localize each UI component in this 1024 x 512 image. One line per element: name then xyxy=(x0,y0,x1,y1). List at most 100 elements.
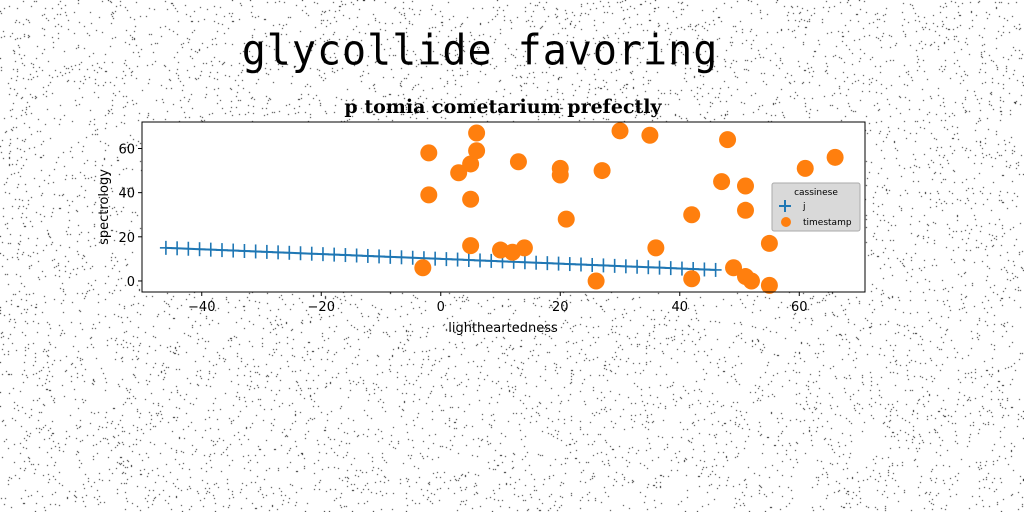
series-timestamp-point xyxy=(719,131,737,149)
figure-suptitle: glycollide favoring xyxy=(241,26,719,76)
series-timestamp-point xyxy=(593,162,611,180)
series-timestamp-point xyxy=(742,272,760,290)
series-timestamp-point xyxy=(420,144,438,162)
series-timestamp-point xyxy=(760,276,778,294)
series-timestamp-point xyxy=(414,259,432,277)
series-j-plus-point xyxy=(552,256,565,271)
x-tick-label: 20 xyxy=(552,300,569,315)
series-j-plus-point xyxy=(238,243,251,258)
series-j-plus-point xyxy=(597,258,610,273)
series-timestamp-point xyxy=(647,239,665,257)
chart-marks xyxy=(159,122,844,294)
series-j-plus-point xyxy=(709,262,722,277)
series-j-plus-point xyxy=(204,242,217,257)
series-j-plus-point xyxy=(316,247,329,262)
series-j-plus-point xyxy=(215,243,228,258)
series-timestamp-point xyxy=(462,190,480,208)
series-j-plus-point xyxy=(328,247,341,262)
series-j-plus-point xyxy=(574,257,587,272)
series-timestamp-point xyxy=(725,259,743,277)
series-timestamp-point xyxy=(462,237,480,255)
chart-axes: −40 −20 0 20 40 60 0 20 40 60 xyxy=(118,142,807,315)
legend-label-j: j xyxy=(802,202,806,212)
series-timestamp-point xyxy=(468,142,486,160)
legend-box xyxy=(771,182,861,232)
series-timestamp-point xyxy=(450,164,468,182)
series-j-plus-point xyxy=(339,248,352,263)
series-timestamp-point xyxy=(683,270,701,288)
series-timestamp-point xyxy=(611,122,629,140)
series-timestamp-point xyxy=(551,166,569,184)
series-timestamp-point xyxy=(760,234,778,252)
series-j-plus-point xyxy=(440,252,453,267)
series-timestamp-point xyxy=(796,159,814,177)
chart-title: p tomia cometarium prefectly xyxy=(344,96,662,118)
plot-area-frame xyxy=(141,121,866,293)
series-timestamp-point xyxy=(826,148,844,166)
series-j-plus-point xyxy=(563,257,576,272)
series-timestamp-point xyxy=(641,126,659,144)
series-j-plus-point xyxy=(395,250,408,265)
series-j-plus-point xyxy=(462,253,475,268)
series-j-plus-point xyxy=(586,257,599,272)
x-axis-label: lightheartedness xyxy=(448,321,558,336)
x-tick-label: −20 xyxy=(308,300,335,315)
legend-marker-plus xyxy=(779,200,791,212)
series-j-plus-point xyxy=(227,243,240,258)
series-timestamp-point xyxy=(557,210,575,228)
series-j-plus-point xyxy=(619,259,632,274)
series-j-plus-point xyxy=(361,248,374,263)
series-j-plus-point xyxy=(608,258,621,273)
x-tick-label: 0 xyxy=(437,300,445,315)
y-axis-label: spectrology xyxy=(97,169,112,245)
series-j-plus-point xyxy=(249,244,262,259)
series-j-plus-point xyxy=(193,242,206,257)
series-j-plus-point xyxy=(485,253,498,268)
series-j-plus-point xyxy=(159,240,172,255)
series-j-plus-point xyxy=(642,260,655,275)
legend-marker-circle xyxy=(781,217,791,227)
series-j-plus-point xyxy=(171,241,184,256)
series-j-plus-point xyxy=(260,244,273,259)
series-timestamp-point xyxy=(468,124,486,142)
series-timestamp-point xyxy=(509,153,527,171)
series-timestamp-point xyxy=(736,201,754,219)
series-timestamp-point xyxy=(683,206,701,224)
series-j-plus-point xyxy=(294,246,307,261)
series-j-plus-point xyxy=(474,253,487,268)
series-j-plus-point xyxy=(698,262,711,277)
series-j-plus-point xyxy=(384,249,397,264)
legend-title: cassinese xyxy=(794,188,838,198)
x-tick-label: −40 xyxy=(188,300,215,315)
series-j-plus-point xyxy=(675,261,688,276)
series-j-plus-point xyxy=(518,255,531,270)
series-timestamp-point xyxy=(713,173,731,191)
legend-label-timestamp: timestamp xyxy=(803,218,852,228)
series-timestamp-point xyxy=(736,177,754,195)
series-j-plus-point xyxy=(530,255,543,270)
series-j-plus-point xyxy=(305,246,318,261)
series-j-plus-point xyxy=(406,250,419,265)
x-tick-label: 40 xyxy=(671,300,688,315)
series-j-plus-point xyxy=(373,249,386,264)
y-tick-label: 0 xyxy=(127,275,135,290)
series-j-plus-point xyxy=(541,256,554,271)
series-j-plus-point xyxy=(272,245,285,260)
series-j-plus-point xyxy=(429,251,442,266)
series-timestamp-point xyxy=(462,155,480,173)
y-tick-label: 40 xyxy=(118,187,135,202)
legend: cassinese j timestamp xyxy=(771,182,861,232)
series-j-plus-point xyxy=(653,260,666,275)
x-tick-label: 60 xyxy=(791,300,808,315)
y-tick-label: 60 xyxy=(118,142,135,157)
series-timestamp-point xyxy=(515,239,533,257)
series-timestamp-point xyxy=(420,186,438,204)
series-j-plus-point xyxy=(350,248,363,263)
series-j-plus-point xyxy=(182,241,195,256)
series-j-plus-point xyxy=(664,261,677,276)
y-tick-label: 20 xyxy=(118,231,135,246)
series-j-plus-point xyxy=(283,245,296,260)
series-j-plus-point xyxy=(631,259,644,274)
series-j-plus-point xyxy=(451,252,464,267)
